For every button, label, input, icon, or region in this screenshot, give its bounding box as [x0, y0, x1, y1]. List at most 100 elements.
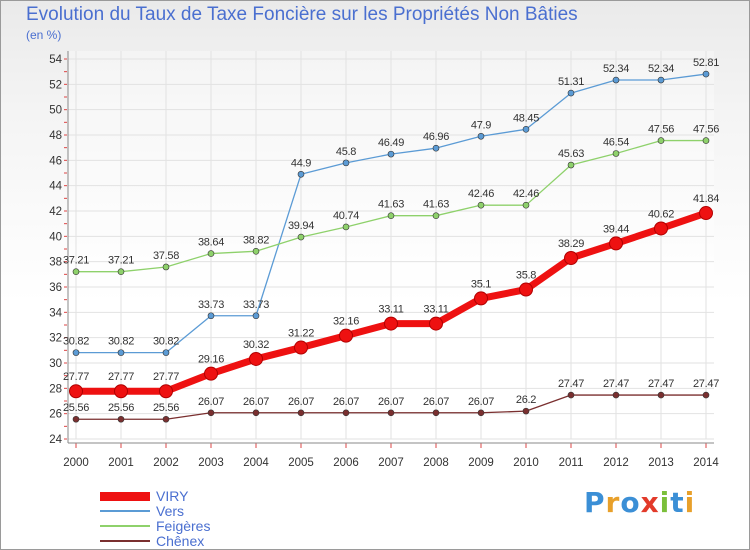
data-label-chenex: 26.07 [333, 396, 359, 408]
unit-label: (en %) [26, 28, 62, 42]
data-label-feigeres: 47.56 [693, 124, 719, 136]
legend-swatch [100, 540, 150, 542]
legend-swatch [100, 525, 150, 527]
data-label-viry: 35.8 [516, 270, 536, 282]
data-label-chenex: 26.07 [243, 396, 269, 408]
data-point-vers [72, 349, 80, 356]
data-label-viry: 27.77 [153, 371, 179, 383]
data-label-vers: 52.34 [648, 63, 674, 75]
data-point-chenex [432, 409, 440, 417]
data-point-vers [432, 144, 440, 152]
data-point-vers [252, 312, 260, 320]
data-label-chenex: 26.07 [198, 396, 224, 408]
x-tick-label: 2014 [693, 457, 719, 469]
y-tick-label: 36 [49, 282, 62, 294]
data-point-chenex [342, 409, 350, 417]
data-point-vers [117, 349, 125, 356]
x-tick-label: 2007 [378, 457, 404, 469]
logo-letter: r [605, 486, 621, 519]
data-point-vers [162, 349, 170, 356]
data-label-vers: 33.73 [243, 299, 269, 311]
data-label-vers: 52.34 [603, 63, 629, 75]
data-label-vers: 30.82 [63, 336, 89, 348]
y-tick-label: 26 [49, 409, 62, 421]
data-point-chenex [387, 409, 395, 417]
data-point-viry [339, 328, 353, 343]
data-point-viry [699, 206, 713, 221]
data-label-feigeres: 42.46 [468, 188, 494, 200]
data-point-viry [159, 384, 173, 399]
data-label-viry: 32.16 [333, 316, 359, 328]
x-tick-label: 2002 [153, 457, 179, 469]
data-point-viry [249, 351, 263, 366]
data-label-vers: 46.49 [378, 137, 404, 149]
legend-label: Feigères [156, 518, 211, 534]
logo-letter: i [659, 486, 671, 519]
x-tick-label: 2011 [559, 457, 584, 469]
y-tick-label: 38 [49, 257, 62, 269]
data-label-chenex: 26.07 [288, 396, 314, 408]
y-tick-label: 44 [49, 181, 62, 193]
data-point-viry [294, 340, 308, 355]
data-label-viry: 29.16 [198, 354, 224, 366]
data-point-feigeres [702, 137, 710, 144]
data-label-viry: 27.77 [63, 371, 89, 383]
x-tick-label: 2005 [288, 457, 314, 469]
data-label-feigeres: 41.63 [423, 199, 449, 211]
y-tick-label: 34 [49, 307, 62, 319]
data-point-feigeres [162, 263, 170, 271]
data-point-feigeres [117, 268, 125, 275]
data-point-feigeres [297, 233, 305, 241]
data-label-vers: 51.31 [558, 76, 584, 88]
data-point-feigeres [522, 201, 530, 209]
data-label-chenex: 27.47 [603, 378, 629, 390]
data-point-feigeres [612, 150, 620, 157]
data-label-feigeres: 37.58 [153, 250, 179, 262]
logo-letter: x [640, 486, 660, 519]
data-label-feigeres: 41.63 [378, 199, 404, 211]
data-label-vers: 47.9 [471, 119, 491, 131]
data-point-feigeres [657, 137, 665, 144]
data-point-feigeres [477, 201, 485, 209]
data-point-vers [297, 170, 305, 178]
legend-item-viry: VIRY [100, 488, 260, 504]
data-label-chenex: 27.47 [693, 378, 719, 390]
data-point-viry [654, 221, 668, 236]
legend-item-vers: Vers [100, 503, 260, 519]
data-point-viry [609, 236, 623, 251]
data-point-vers [612, 76, 620, 84]
data-point-viry [114, 384, 128, 399]
x-tick-label: 2012 [603, 457, 629, 469]
data-point-viry [474, 291, 488, 306]
data-point-chenex [297, 409, 305, 417]
data-label-viry: 33.11 [423, 304, 448, 316]
data-label-vers: 48.45 [513, 112, 539, 124]
y-tick-label: 32 [49, 333, 62, 345]
legend-label: Vers [156, 503, 185, 519]
proxiti-logo: Proxiti [584, 486, 695, 519]
data-label-vers: 30.82 [108, 336, 134, 348]
data-point-vers [522, 126, 530, 133]
data-point-viry [204, 366, 218, 381]
y-tick-label: 48 [49, 130, 62, 142]
data-point-chenex [657, 391, 665, 399]
data-label-feigeres: 37.21 [63, 255, 89, 267]
legend-swatch [100, 510, 150, 512]
y-tick-label: 54 [49, 54, 62, 66]
data-label-vers: 45.8 [336, 146, 356, 158]
x-tick-label: 2013 [648, 457, 674, 469]
data-label-viry: 39.44 [603, 223, 629, 235]
data-label-chenex: 25.56 [63, 402, 89, 414]
data-label-vers: 46.96 [423, 131, 449, 143]
data-point-vers [342, 159, 350, 167]
data-point-vers [567, 89, 575, 97]
data-point-chenex [612, 391, 620, 399]
data-label-viry: 35.1 [471, 278, 491, 290]
data-label-feigeres: 38.82 [243, 234, 269, 246]
logo-letter: i [684, 486, 696, 519]
y-tick-label: 24 [49, 434, 62, 446]
logo-letter: o [620, 486, 641, 519]
legend-label: Chênex [156, 533, 205, 549]
data-label-chenex: 26.07 [423, 396, 449, 408]
